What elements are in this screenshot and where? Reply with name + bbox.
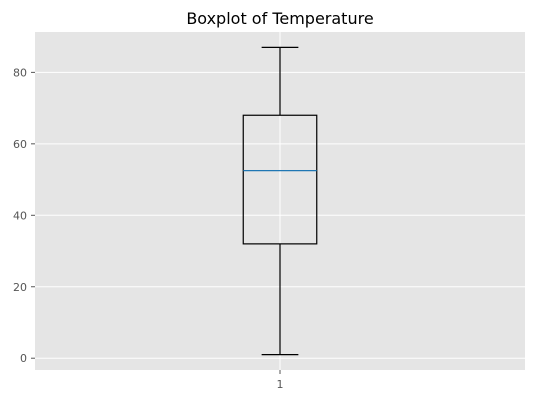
iqr-box bbox=[242, 114, 318, 245]
y-axis: 0 20 40 60 80 bbox=[13, 66, 35, 365]
chart-title: Boxplot of Temperature bbox=[186, 9, 373, 28]
y-tick-label: 80 bbox=[13, 66, 27, 79]
y-tick-label: 20 bbox=[13, 281, 27, 294]
x-tick-label: 1 bbox=[277, 378, 284, 391]
y-tick-label: 0 bbox=[20, 352, 27, 365]
y-tick-label: 40 bbox=[13, 209, 27, 222]
x-axis: 1 bbox=[277, 370, 284, 391]
y-tick-label: 60 bbox=[13, 138, 27, 151]
boxes bbox=[242, 46, 318, 356]
